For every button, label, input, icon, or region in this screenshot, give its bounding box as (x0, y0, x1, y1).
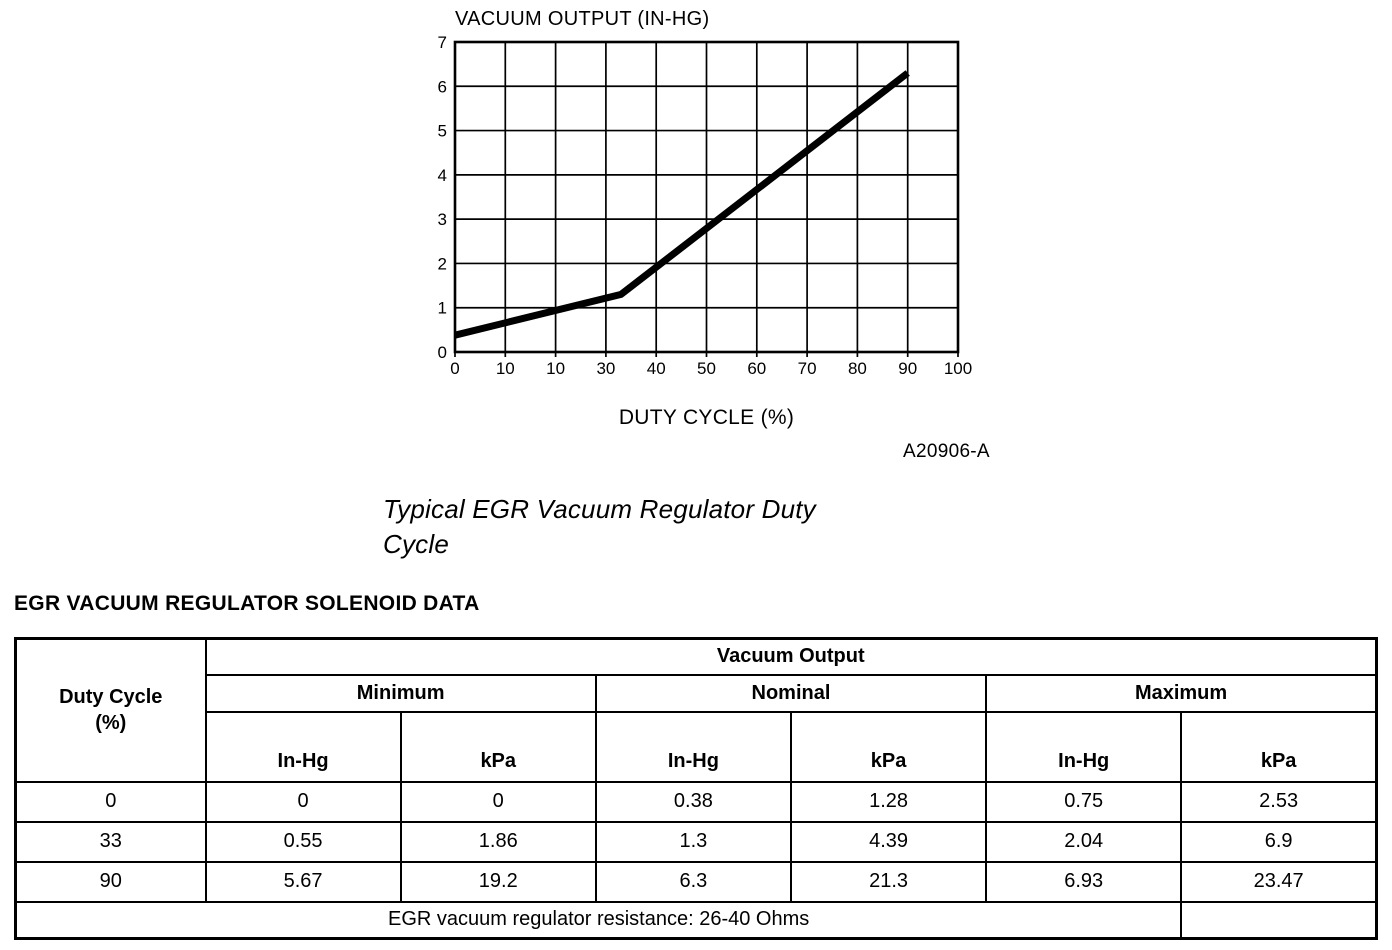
duty-cycle-chart: 0 10 10 30 40 50 60 70 80 90 100 0 1 2 3 4 5 6 7 (438, 33, 973, 378)
table-cell: 2.04 (985, 820, 1183, 863)
x-tick-label: 30 (596, 359, 615, 378)
figure-caption: Typical EGR Vacuum Regulator Duty Cycle (383, 494, 816, 559)
table-cell: 2.53 (1180, 780, 1378, 823)
table-cell: 6.9 (1180, 820, 1378, 863)
table-cell: 0.55 (204, 820, 402, 863)
table-cell: 0 (399, 780, 597, 823)
table-row: 90 5.67 19.2 6.3 21.3 6.93 23.47 (14, 860, 1378, 903)
table-cell: 4.39 (789, 820, 988, 863)
empty-cell (1180, 900, 1378, 940)
maximum-group-header: Maximum (985, 673, 1378, 713)
x-axis-title: DUTY CYCLE (%) (618, 406, 795, 429)
x-tick-label: 10 (546, 359, 565, 378)
table-cell: 0 (14, 780, 207, 823)
vacuum-output-group-header: Vacuum Output (204, 637, 1378, 676)
table-cell: 1.86 (399, 820, 597, 863)
x-tick-label: 80 (848, 359, 867, 378)
x-tick-label: 90 (898, 359, 917, 378)
unit-header: kPa (789, 710, 988, 783)
table-cell: 33 (14, 820, 207, 863)
duty-cycle-column-header: Duty Cycle (%) (14, 637, 207, 783)
table-cell: 90 (14, 860, 207, 903)
table-cell: 6.3 (594, 860, 792, 903)
chart-title: VACUUM OUTPUT (IN-HG) (455, 8, 710, 30)
x-tick-label: 70 (798, 359, 817, 378)
table-cell: 1.3 (594, 820, 792, 863)
unit-header: In-Hg (594, 710, 792, 783)
x-tick-label: 0 (450, 359, 459, 378)
table-row: 0 0 0 0.38 1.28 0.75 2.53 (14, 780, 1378, 823)
table-cell: 6.93 (985, 860, 1183, 903)
y-tick-label: 3 (438, 210, 447, 229)
table-cell: 23.47 (1180, 860, 1378, 903)
table-row: 33 0.55 1.86 1.3 4.39 2.04 6.9 (14, 820, 1378, 863)
table-cell: 0 (204, 780, 402, 823)
table-cell: 21.3 (789, 860, 988, 903)
unit-header: In-Hg (985, 710, 1183, 783)
x-tick-label: 10 (496, 359, 515, 378)
table-cell: 1.28 (789, 780, 988, 823)
table-cell: 19.2 (399, 860, 597, 903)
y-tick-label: 6 (438, 77, 447, 96)
x-tick-label: 50 (697, 359, 716, 378)
vacuum-output-line (454, 70, 910, 339)
x-tick-label: 40 (647, 359, 666, 378)
table-cell: 0.75 (985, 780, 1183, 823)
y-tick-label: 2 (438, 254, 447, 273)
unit-header: kPa (399, 710, 597, 783)
nominal-group-header: Nominal (594, 673, 988, 713)
y-tick-label: 7 (438, 33, 447, 52)
y-tick-label: 5 (438, 122, 447, 141)
x-tick-label: 60 (747, 359, 766, 378)
table-cell: 0.38 (594, 780, 792, 823)
x-tick-label: 100 (944, 359, 972, 378)
unit-header: kPa (1180, 710, 1378, 783)
y-tick-label: 1 (438, 299, 447, 318)
y-tick-label: 0 (438, 343, 447, 362)
y-tick-label: 4 (438, 166, 447, 185)
unit-header: In-Hg (204, 710, 402, 783)
resistance-note: EGR vacuum regulator resistance: 26-40 O… (14, 900, 1183, 940)
table-cell: 5.67 (204, 860, 402, 903)
plot-border (453, 40, 960, 354)
figure-reference-code: A20906-A (903, 441, 990, 462)
section-heading: EGR VACUUM REGULATOR SOLENOID DATA (14, 592, 480, 615)
solenoid-data-table: Duty Cycle (%) Vacuum Output Minimum Nom… (14, 637, 1378, 940)
minimum-group-header: Minimum (204, 673, 597, 713)
